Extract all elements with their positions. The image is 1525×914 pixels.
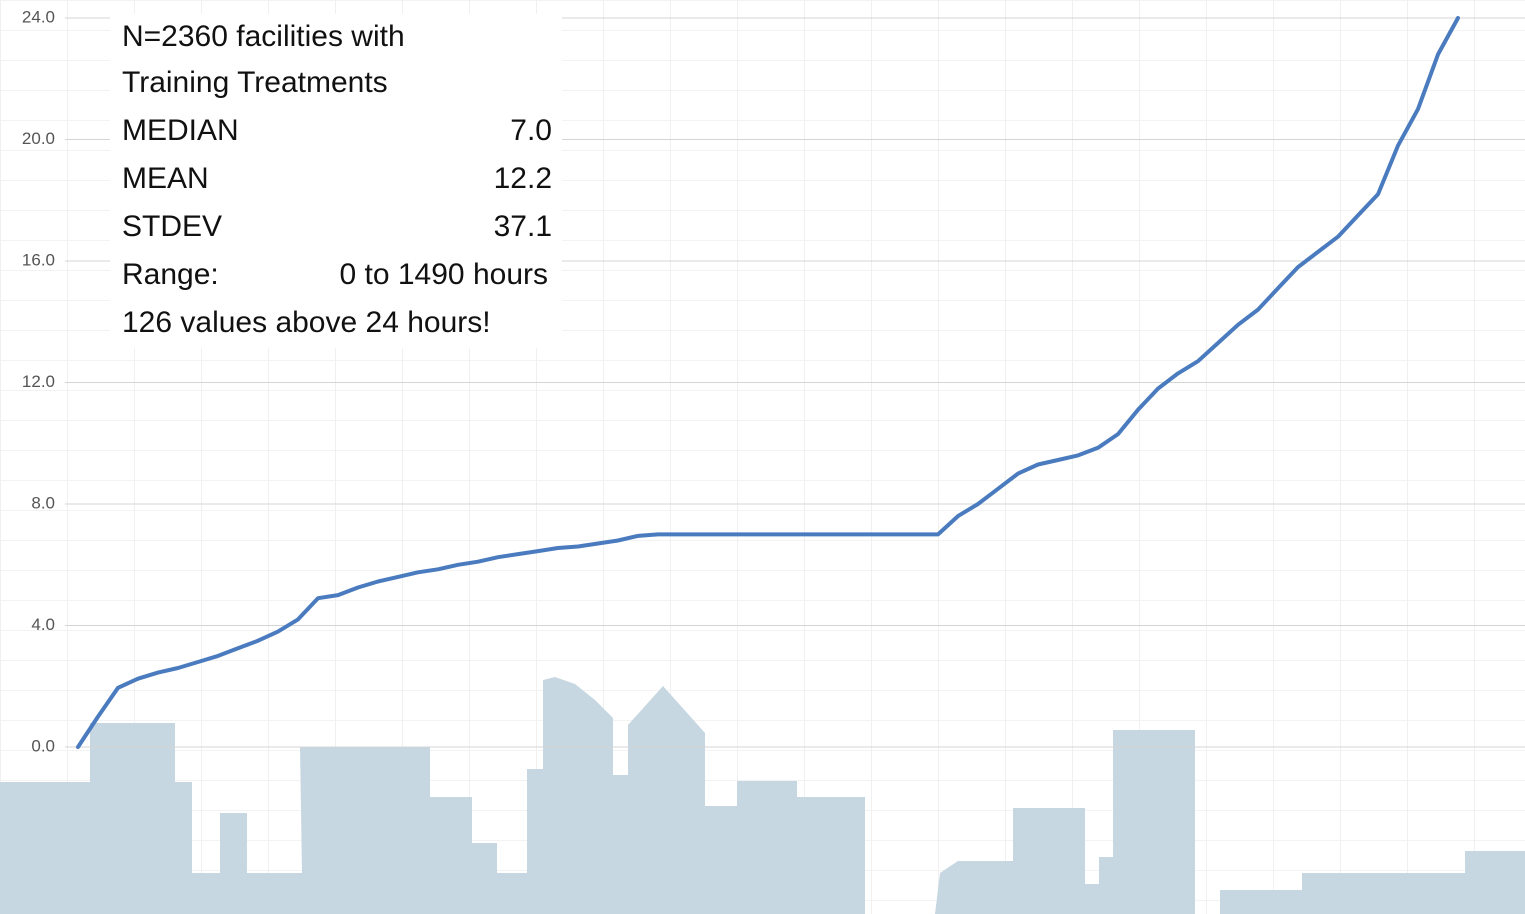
- range-value: 0 to 1490 hours: [340, 258, 549, 291]
- y-tick-label: 24.0: [22, 7, 55, 26]
- annotation-footer: 126 values above 24 hours!: [122, 306, 491, 339]
- annotation-heading: N=2360 facilities with: [122, 20, 405, 53]
- skyline-decoration: [0, 677, 1525, 914]
- y-tick-label: 12.0: [22, 372, 55, 391]
- stat-label: MEDIAN: [122, 114, 239, 147]
- y-tick-label: 16.0: [22, 250, 55, 269]
- y-tick-label: 20.0: [22, 129, 55, 148]
- y-tick-label: 8.0: [31, 493, 55, 512]
- range-label: Range:: [122, 258, 219, 291]
- stat-value: 7.0: [510, 114, 552, 147]
- y-tick-label: 0.0: [31, 736, 55, 755]
- chart: 0.0 4.0 8.0 12.0 16.0 20.0 24.0 N=2360 facilit…: [0, 0, 1525, 914]
- stat-value: 12.2: [494, 162, 552, 195]
- stat-value: 37.1: [494, 210, 552, 243]
- annotation-heading: Training Treatments: [122, 66, 388, 99]
- stat-label: MEAN: [122, 162, 209, 195]
- chart-area: 0.0 4.0 8.0 12.0 16.0 20.0 24.0 N=2360 facilit…: [0, 0, 1525, 914]
- stat-label: STDEV: [122, 210, 222, 243]
- y-tick-label: 4.0: [31, 615, 55, 634]
